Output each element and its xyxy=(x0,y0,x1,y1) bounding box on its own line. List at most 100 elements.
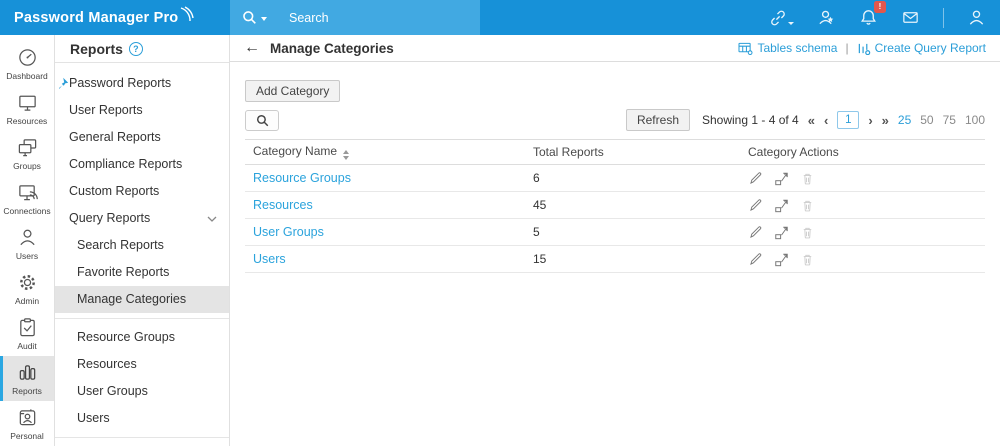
rail-item-admin[interactable]: Admin xyxy=(0,266,54,311)
top-bar-actions: ! xyxy=(480,0,1000,35)
rail-item-groups[interactable]: Groups xyxy=(0,131,54,176)
delete-category-icon[interactable] xyxy=(800,225,815,240)
rail-item-reports[interactable]: Reports xyxy=(0,356,54,401)
edit-category-icon[interactable] xyxy=(748,252,763,267)
page-header: ← Manage Categories Tables schema | xyxy=(230,35,1000,62)
table-row: Resources 45 xyxy=(245,192,985,219)
sidebar-item-manage-categories[interactable]: Manage Categories xyxy=(55,286,229,313)
table-row: Resource Groups 6 xyxy=(245,165,985,192)
back-arrow-icon[interactable]: ← xyxy=(244,39,260,56)
total-reports-value: 15 xyxy=(533,252,547,266)
current-page-box[interactable]: 1 xyxy=(837,111,860,129)
reports-sidebar-items: Password Reports User Reports General Re… xyxy=(55,63,229,443)
search-placeholder[interactable]: Search xyxy=(289,10,329,25)
sidebar-item-favorite-reports[interactable]: Favorite Reports xyxy=(77,265,170,279)
column-header-category-name[interactable]: Category Name xyxy=(245,144,525,160)
category-link[interactable]: User Groups xyxy=(253,225,324,239)
page-size-25[interactable]: 25 xyxy=(897,113,912,127)
admin-gear-icon xyxy=(17,272,38,293)
move-reports-icon[interactable] xyxy=(774,198,789,213)
total-reports-value: 5 xyxy=(533,225,540,239)
rail-item-audit[interactable]: Audit xyxy=(0,311,54,356)
top-bar: Password Manager Pro Search xyxy=(0,0,1000,35)
categories-table: Category Name Total Reports Category Act… xyxy=(245,139,985,273)
rail-item-personal[interactable]: Personal xyxy=(0,401,54,446)
first-page-button[interactable]: « xyxy=(807,112,815,128)
personal-id-icon xyxy=(17,407,38,428)
resources-icon xyxy=(17,92,38,113)
row-actions xyxy=(740,252,985,267)
favorites-user-icon[interactable] xyxy=(817,8,836,27)
groups-icon xyxy=(17,137,38,158)
category-link[interactable]: Users xyxy=(253,252,286,266)
edit-category-icon[interactable] xyxy=(748,225,763,240)
sidebar-item-password-reports[interactable]: Password Reports xyxy=(55,70,229,97)
move-reports-icon[interactable] xyxy=(774,225,789,240)
search-icon xyxy=(242,10,257,25)
notification-badge: ! xyxy=(874,1,886,13)
rail-item-users[interactable]: Users xyxy=(0,221,54,266)
sidebar-item-users[interactable]: Users xyxy=(77,411,110,425)
refresh-button[interactable]: Refresh xyxy=(625,109,690,131)
table-row: Users 15 xyxy=(245,246,985,273)
table-header-row: Category Name Total Reports Category Act… xyxy=(245,139,985,165)
quick-connect-link-icon[interactable] xyxy=(769,9,794,27)
page-size-75[interactable]: 75 xyxy=(942,113,956,127)
sidebar-item-custom-reports[interactable]: Custom Reports xyxy=(69,184,160,198)
next-page-button[interactable]: › xyxy=(868,112,873,128)
delete-category-icon[interactable] xyxy=(800,171,815,186)
delete-category-icon[interactable] xyxy=(800,252,815,267)
global-search-bar[interactable]: Search xyxy=(230,0,480,35)
sidebar-divider-bottom xyxy=(55,437,229,438)
reports-chart-icon xyxy=(17,362,38,383)
help-icon[interactable]: ? xyxy=(128,41,143,56)
logo-swoosh-icon xyxy=(179,5,197,22)
chevron-down-icon xyxy=(207,216,217,222)
sidebar-item-search-reports[interactable]: Search Reports xyxy=(77,238,164,252)
total-reports-value: 6 xyxy=(533,171,540,185)
tables-schema-link[interactable]: Tables schema xyxy=(738,41,837,55)
create-query-report-link[interactable]: Create Query Report xyxy=(857,41,986,55)
last-page-button[interactable]: » xyxy=(881,112,889,128)
sidebar-item-query-reports[interactable]: Query Reports xyxy=(55,205,229,232)
mail-icon[interactable] xyxy=(901,8,920,27)
reports-sidebar: Reports ? Password Reports User Reports … xyxy=(55,35,230,446)
sidebar-item-resources[interactable]: Resources xyxy=(77,357,137,371)
add-category-button[interactable]: Add Category xyxy=(245,80,341,102)
user-account-icon[interactable] xyxy=(967,8,986,27)
audit-clipboard-icon xyxy=(17,317,38,338)
sidebar-divider xyxy=(55,318,229,319)
rail-item-resources[interactable]: Resources xyxy=(0,86,54,131)
users-icon xyxy=(17,227,38,248)
sidebar-item-general-reports[interactable]: General Reports xyxy=(69,130,161,144)
notifications-bell-icon[interactable]: ! xyxy=(859,1,886,27)
sidebar-item-compliance-reports[interactable]: Compliance Reports xyxy=(69,157,183,171)
table-search-button[interactable] xyxy=(245,109,279,131)
category-link[interactable]: Resources xyxy=(253,198,313,212)
edit-category-icon[interactable] xyxy=(748,171,763,186)
rail-item-dashboard[interactable]: Dashboard xyxy=(0,41,54,86)
top-bar-divider xyxy=(943,7,944,28)
page-size-50[interactable]: 50 xyxy=(920,113,934,127)
sort-icon[interactable] xyxy=(343,150,350,160)
sidebar-item-user-groups[interactable]: User Groups xyxy=(77,384,148,398)
table-schema-icon xyxy=(738,42,753,55)
rail-item-connections[interactable]: Connections xyxy=(0,176,54,221)
dashboard-icon xyxy=(17,47,38,68)
content-area: ← Manage Categories Tables schema | xyxy=(230,35,1000,446)
move-reports-icon[interactable] xyxy=(774,252,789,267)
query-report-icon xyxy=(857,42,871,55)
sidebar-item-resource-groups[interactable]: Resource Groups xyxy=(77,330,175,344)
category-link[interactable]: Resource Groups xyxy=(253,171,351,185)
move-reports-icon[interactable] xyxy=(774,171,789,186)
edit-category-icon[interactable] xyxy=(748,198,763,213)
pin-icon xyxy=(58,77,69,90)
prev-page-button[interactable]: ‹ xyxy=(823,112,829,128)
search-scope-caret-icon[interactable] xyxy=(261,16,267,21)
row-actions xyxy=(740,198,985,213)
page-size-100[interactable]: 100 xyxy=(964,113,985,127)
delete-category-icon[interactable] xyxy=(800,198,815,213)
pagination-controls: Refresh Showing 1 - 4 of 4 « ‹ 1 › » 25 … xyxy=(625,109,985,131)
sidebar-item-user-reports[interactable]: User Reports xyxy=(69,103,143,117)
